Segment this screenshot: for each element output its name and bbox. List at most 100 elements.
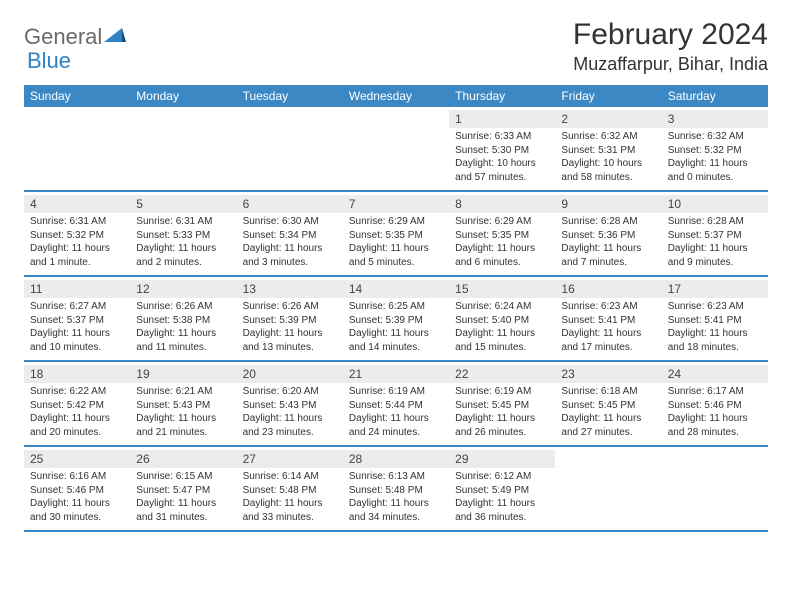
day-cell: 9 Sunrise: 6:28 AM Sunset: 5:36 PM Daylig… (555, 192, 661, 275)
day-cell (555, 447, 661, 530)
weekday-label: Tuesday (237, 85, 343, 107)
weekday-label: Thursday (449, 85, 555, 107)
weekday-label: Monday (130, 85, 236, 107)
day-number (662, 450, 768, 468)
brand-part2: Blue (27, 48, 71, 74)
day-detail: Sunrise: 6:31 AM Sunset: 5:33 PM Dayligh… (136, 215, 230, 269)
day-number: 25 (24, 450, 130, 468)
brand-part1: General (24, 24, 102, 50)
day-detail: Sunrise: 6:19 AM Sunset: 5:44 PM Dayligh… (349, 385, 443, 439)
day-detail: Sunrise: 6:22 AM Sunset: 5:42 PM Dayligh… (30, 385, 124, 439)
day-detail: Sunrise: 6:21 AM Sunset: 5:43 PM Dayligh… (136, 385, 230, 439)
day-number: 14 (343, 280, 449, 298)
day-number: 7 (343, 195, 449, 213)
month-title: February 2024 (573, 18, 768, 52)
day-cell (130, 107, 236, 190)
day-cell: 22Sunrise: 6:19 AM Sunset: 5:45 PM Dayli… (449, 362, 555, 445)
day-cell (662, 447, 768, 530)
day-number (237, 110, 343, 128)
day-cell: 26Sunrise: 6:15 AM Sunset: 5:47 PM Dayli… (130, 447, 236, 530)
day-number: 3 (662, 110, 768, 128)
day-number: 11 (24, 280, 130, 298)
day-detail: Sunrise: 6:19 AM Sunset: 5:45 PM Dayligh… (455, 385, 549, 439)
day-number: 23 (555, 365, 661, 383)
day-number: 27 (237, 450, 343, 468)
day-cell: 20 Sunrise: 6:20 AM Sunset: 5:43 PM Dayli… (237, 362, 343, 445)
day-detail: Sunrise: 6:13 AM Sunset: 5:48 PM Dayligh… (349, 470, 443, 524)
day-number: 12 (130, 280, 236, 298)
day-number (24, 110, 130, 128)
week-row: 4Sunrise: 6:31 AM Sunset: 5:32 PM Daylig… (24, 192, 768, 277)
day-cell: 15Sunrise: 6:24 AM Sunset: 5:40 PM Dayli… (449, 277, 555, 360)
brand-logo: General (24, 18, 126, 50)
title-block: February 2024 Muzaffarpur, Bihar, India (573, 18, 768, 75)
day-number: 19 (130, 365, 236, 383)
day-number: 5 (130, 195, 236, 213)
day-number: 4 (24, 195, 130, 213)
weekday-label: Wednesday (343, 85, 449, 107)
calendar: Sunday Monday Tuesday Wednesday Thursday… (24, 85, 768, 532)
day-detail: Sunrise: 6:16 AM Sunset: 5:46 PM Dayligh… (30, 470, 124, 524)
day-cell: 10 Sunrise: 6:28 AM Sunset: 5:37 PM Dayli… (662, 192, 768, 275)
day-number: 18 (24, 365, 130, 383)
day-detail: Sunrise: 6:17 AM Sunset: 5:46 PM Dayligh… (668, 385, 762, 439)
day-cell: 12 Sunrise: 6:26 AM Sunset: 5:38 PM Dayli… (130, 277, 236, 360)
day-detail: Sunrise: 6:28 AM Sunset: 5:36 PM Dayligh… (561, 215, 655, 269)
week-row: 11Sunrise: 6:27 AM Sunset: 5:37 PM Dayli… (24, 277, 768, 362)
day-number: 6 (237, 195, 343, 213)
day-cell: 13Sunrise: 6:26 AM Sunset: 5:39 PM Dayli… (237, 277, 343, 360)
logo-triangle-icon (104, 24, 126, 50)
day-detail: Sunrise: 6:25 AM Sunset: 5:39 PM Dayligh… (349, 300, 443, 354)
header: General February 2024 Muzaffarpur, Bihar… (24, 18, 768, 75)
day-cell: 1 Sunrise: 6:33 AM Sunset: 5:30 PM Daylig… (449, 107, 555, 190)
day-detail: Sunrise: 6:26 AM Sunset: 5:38 PM Dayligh… (136, 300, 230, 354)
weekday-label: Sunday (24, 85, 130, 107)
day-number: 17 (662, 280, 768, 298)
day-number: 29 (449, 450, 555, 468)
day-number (343, 110, 449, 128)
day-cell: 28 Sunrise: 6:13 AM Sunset: 5:48 PM Dayli… (343, 447, 449, 530)
day-cell: 16Sunrise: 6:23 AM Sunset: 5:41 PM Dayli… (555, 277, 661, 360)
day-number: 16 (555, 280, 661, 298)
day-detail: Sunrise: 6:18 AM Sunset: 5:45 PM Dayligh… (561, 385, 655, 439)
day-cell: 23 Sunrise: 6:18 AM Sunset: 5:45 PM Dayli… (555, 362, 661, 445)
day-cell (237, 107, 343, 190)
day-number (555, 450, 661, 468)
day-number: 15 (449, 280, 555, 298)
day-cell: 25 Sunrise: 6:16 AM Sunset: 5:46 PM Dayli… (24, 447, 130, 530)
weeks-container: 1 Sunrise: 6:33 AM Sunset: 5:30 PM Daylig… (24, 107, 768, 532)
day-cell: 4Sunrise: 6:31 AM Sunset: 5:32 PM Daylig… (24, 192, 130, 275)
day-cell (343, 107, 449, 190)
day-cell (24, 107, 130, 190)
day-number: 28 (343, 450, 449, 468)
day-detail: Sunrise: 6:29 AM Sunset: 5:35 PM Dayligh… (349, 215, 443, 269)
day-detail: Sunrise: 6:23 AM Sunset: 5:41 PM Dayligh… (668, 300, 762, 354)
day-number: 13 (237, 280, 343, 298)
day-cell: 29 Sunrise: 6:12 AM Sunset: 5:49 PM Dayli… (449, 447, 555, 530)
day-cell: 24Sunrise: 6:17 AM Sunset: 5:46 PM Dayli… (662, 362, 768, 445)
day-cell: 8Sunrise: 6:29 AM Sunset: 5:35 PM Daylig… (449, 192, 555, 275)
day-number: 10 (662, 195, 768, 213)
day-cell: 17 Sunrise: 6:23 AM Sunset: 5:41 PM Dayli… (662, 277, 768, 360)
day-number (130, 110, 236, 128)
day-cell: 7 Sunrise: 6:29 AM Sunset: 5:35 PM Daylig… (343, 192, 449, 275)
day-cell: 6Sunrise: 6:30 AM Sunset: 5:34 PM Daylig… (237, 192, 343, 275)
day-cell: 18 Sunrise: 6:22 AM Sunset: 5:42 PM Dayli… (24, 362, 130, 445)
day-cell: 2Sunrise: 6:32 AM Sunset: 5:31 PM Daylig… (555, 107, 661, 190)
day-detail: Sunrise: 6:32 AM Sunset: 5:32 PM Dayligh… (668, 130, 762, 184)
day-cell: 11Sunrise: 6:27 AM Sunset: 5:37 PM Dayli… (24, 277, 130, 360)
week-row: 1 Sunrise: 6:33 AM Sunset: 5:30 PM Daylig… (24, 107, 768, 192)
day-cell: 27Sunrise: 6:14 AM Sunset: 5:48 PM Dayli… (237, 447, 343, 530)
day-number: 1 (449, 110, 555, 128)
location: Muzaffarpur, Bihar, India (573, 54, 768, 75)
day-detail: Sunrise: 6:33 AM Sunset: 5:30 PM Dayligh… (455, 130, 549, 184)
day-number: 8 (449, 195, 555, 213)
day-cell: 3 Sunrise: 6:32 AM Sunset: 5:32 PM Daylig… (662, 107, 768, 190)
day-cell: 19 Sunrise: 6:21 AM Sunset: 5:43 PM Dayli… (130, 362, 236, 445)
day-detail: Sunrise: 6:12 AM Sunset: 5:49 PM Dayligh… (455, 470, 549, 524)
day-number: 20 (237, 365, 343, 383)
day-detail: Sunrise: 6:20 AM Sunset: 5:43 PM Dayligh… (243, 385, 337, 439)
day-detail: Sunrise: 6:28 AM Sunset: 5:37 PM Dayligh… (668, 215, 762, 269)
day-number: 2 (555, 110, 661, 128)
day-number: 9 (555, 195, 661, 213)
